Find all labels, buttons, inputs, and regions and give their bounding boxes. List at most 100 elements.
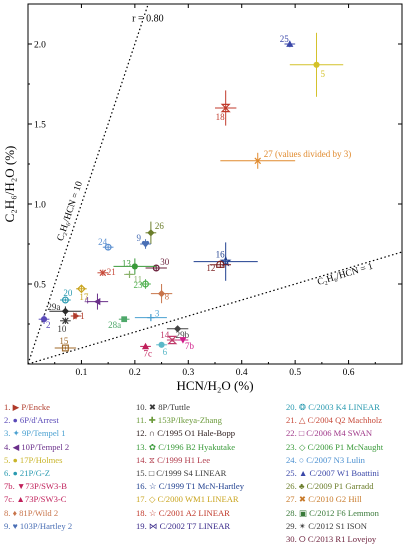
- point-label: 13: [122, 258, 132, 268]
- point-label: 23: [134, 280, 144, 290]
- legend-item: 5. ● 17P/Holmes: [4, 454, 63, 465]
- legend-item: 24. ○ C/2007 N3 Lulin: [286, 454, 365, 465]
- point-marker: [179, 337, 187, 344]
- data-point-4: 4: [84, 293, 109, 310]
- legend-item: 29. ✴ C/2012 S1 ISON: [286, 520, 367, 531]
- point-marker: [286, 40, 294, 47]
- point-label: 6: [163, 347, 168, 357]
- legend-item: 13. ✿ C/1996 B2 Hyakutake: [136, 441, 236, 452]
- x-tick-label: 0.1: [75, 368, 87, 378]
- data-point-1: 1: [70, 311, 85, 321]
- point-label: 15: [59, 336, 69, 346]
- data-point-21: 21: [97, 267, 116, 277]
- point-label: 2: [46, 320, 51, 330]
- data-point-6: 6: [156, 341, 168, 357]
- point-label: 29b: [176, 330, 190, 340]
- point-marker: [141, 342, 150, 350]
- point-marker: [158, 341, 165, 348]
- legend-item: 15. □ C/1999 S4 LINEAR: [136, 468, 227, 478]
- point-marker: [73, 312, 80, 320]
- legend-item: 23. ◇ C/2006 P1 McNaught: [286, 441, 384, 452]
- data-point-14: 14: [160, 330, 178, 345]
- data-point-20: 20: [60, 288, 73, 304]
- data-point-26: 26: [145, 221, 165, 244]
- x-tick-label: 0.5: [289, 368, 301, 378]
- point-marker: [40, 316, 48, 323]
- x-tick-label: 0.2: [129, 368, 141, 378]
- point-marker: [152, 264, 160, 272]
- legend-item: 26. ♣ C/2009 P1 Garradd: [286, 481, 374, 492]
- x-tick-label: 0.6: [343, 368, 355, 378]
- point-label: 29a: [47, 302, 60, 312]
- data-point-11: 11: [124, 270, 143, 284]
- chart-plot: C₂H₆/HCN = 10 C₂H₆/HCN = 1 r = 0.80 0.1 0.2 0…: [2, 3, 403, 393]
- point-marker: [147, 229, 155, 237]
- point-label: 3: [155, 309, 160, 319]
- point-label: 8: [165, 292, 170, 302]
- point-marker: [157, 290, 166, 298]
- legend-item: 12. ∩ C/1995 O1 Hale-Bopp: [136, 428, 236, 439]
- point-marker: [76, 284, 86, 294]
- x-tick-label: 0.3: [182, 368, 194, 378]
- point-label: 14: [160, 330, 170, 340]
- legend-item: 19. ⋈ C/2002 T7 LINEAR: [136, 520, 231, 531]
- correlation-label: r = 0.80: [132, 14, 163, 25]
- legend-item: 27. ✖ C/2010 G2 Hill: [286, 494, 362, 505]
- point-label: 17: [79, 292, 89, 302]
- point-label: 7c: [144, 348, 153, 358]
- data-point-18: 18: [215, 90, 237, 126]
- legend-item: 18. ☆ C/2001 A2 LINEAR: [136, 507, 230, 518]
- point-label: 1: [80, 311, 85, 321]
- point-label: 11: [134, 274, 143, 284]
- legend-item: 16. ☆ C/1999 T1 McN-Hartley: [136, 481, 245, 492]
- point-label: 18: [216, 112, 226, 122]
- point-marker: [62, 317, 69, 325]
- point-marker: [61, 344, 69, 352]
- point-marker: [219, 255, 232, 267]
- point-label: 25: [280, 34, 290, 44]
- legend-item: 25. ▲ C/2007 W1 Boattini: [286, 468, 380, 478]
- legend-item: 21. △ C/2004 Q2 Machholz: [286, 415, 383, 426]
- y-axis-label: C₂H₆/H₂O (%): [2, 146, 17, 223]
- point-label: 27 (values divided by 3): [264, 149, 351, 159]
- point-label: 4: [84, 296, 89, 306]
- legend-item: 8. ♦ 81P/Wild 2: [4, 507, 59, 518]
- point-label: 21: [107, 267, 116, 277]
- point-label: 24: [98, 237, 108, 247]
- point-label: 20: [63, 288, 73, 298]
- legend-item: 28. ▣ C/2012 F6 Lemmon: [286, 507, 379, 518]
- point-marker: [99, 269, 107, 277]
- point-marker: [104, 243, 112, 251]
- chart-legend: 1. ▶ P/Encke 2. ● 6P/d'Arrest 3. ✦ 9P/Temp…: [0, 402, 416, 550]
- data-point-7b: 7b: [177, 337, 194, 351]
- data-point-5: 5: [289, 32, 344, 97]
- point-marker: [254, 157, 262, 165]
- legend-item: 17. ◇ C/2000 WM1 LINEAR: [136, 494, 239, 505]
- data-point-10: 10: [57, 317, 71, 334]
- reference-label-1: C₂H₆/HCN = 1: [316, 262, 374, 288]
- legend-item: 7c. ▲73P/SW3-C: [4, 494, 67, 505]
- data-point-17: 17: [76, 284, 89, 302]
- point-marker: [131, 263, 138, 270]
- legend-item: 1. ▶ P/Encke: [4, 402, 50, 412]
- point-marker: [174, 325, 182, 333]
- legend-item: 22. □ C/2006 M4 SWAN: [286, 428, 373, 439]
- data-point-29b: 29b: [166, 325, 190, 340]
- point-marker: [121, 316, 128, 323]
- legend-item: 6. ● 21P/G-Z: [4, 468, 51, 478]
- legend-item: 4. ◀ 10P/Tempel 2: [4, 441, 70, 452]
- legend-item: 14. ⧖ C/1999 H1 Lee: [136, 454, 211, 465]
- data-point-29a: 29a: [47, 302, 82, 316]
- point-marker: [93, 298, 101, 306]
- point-label: 5: [321, 69, 326, 79]
- data-point-27: 27 (values divided by 3): [220, 149, 351, 169]
- data-point-2: 2: [38, 314, 51, 330]
- point-marker: [141, 240, 150, 248]
- data-point-23: 23: [134, 279, 151, 290]
- data-point-12: 12: [206, 260, 232, 273]
- point-marker: [142, 280, 150, 288]
- point-label: 26: [155, 221, 165, 231]
- y-tick-label: 0.5: [34, 281, 46, 291]
- data-point-9: 9: [137, 233, 151, 249]
- y-tick-label: 1.5: [34, 121, 46, 131]
